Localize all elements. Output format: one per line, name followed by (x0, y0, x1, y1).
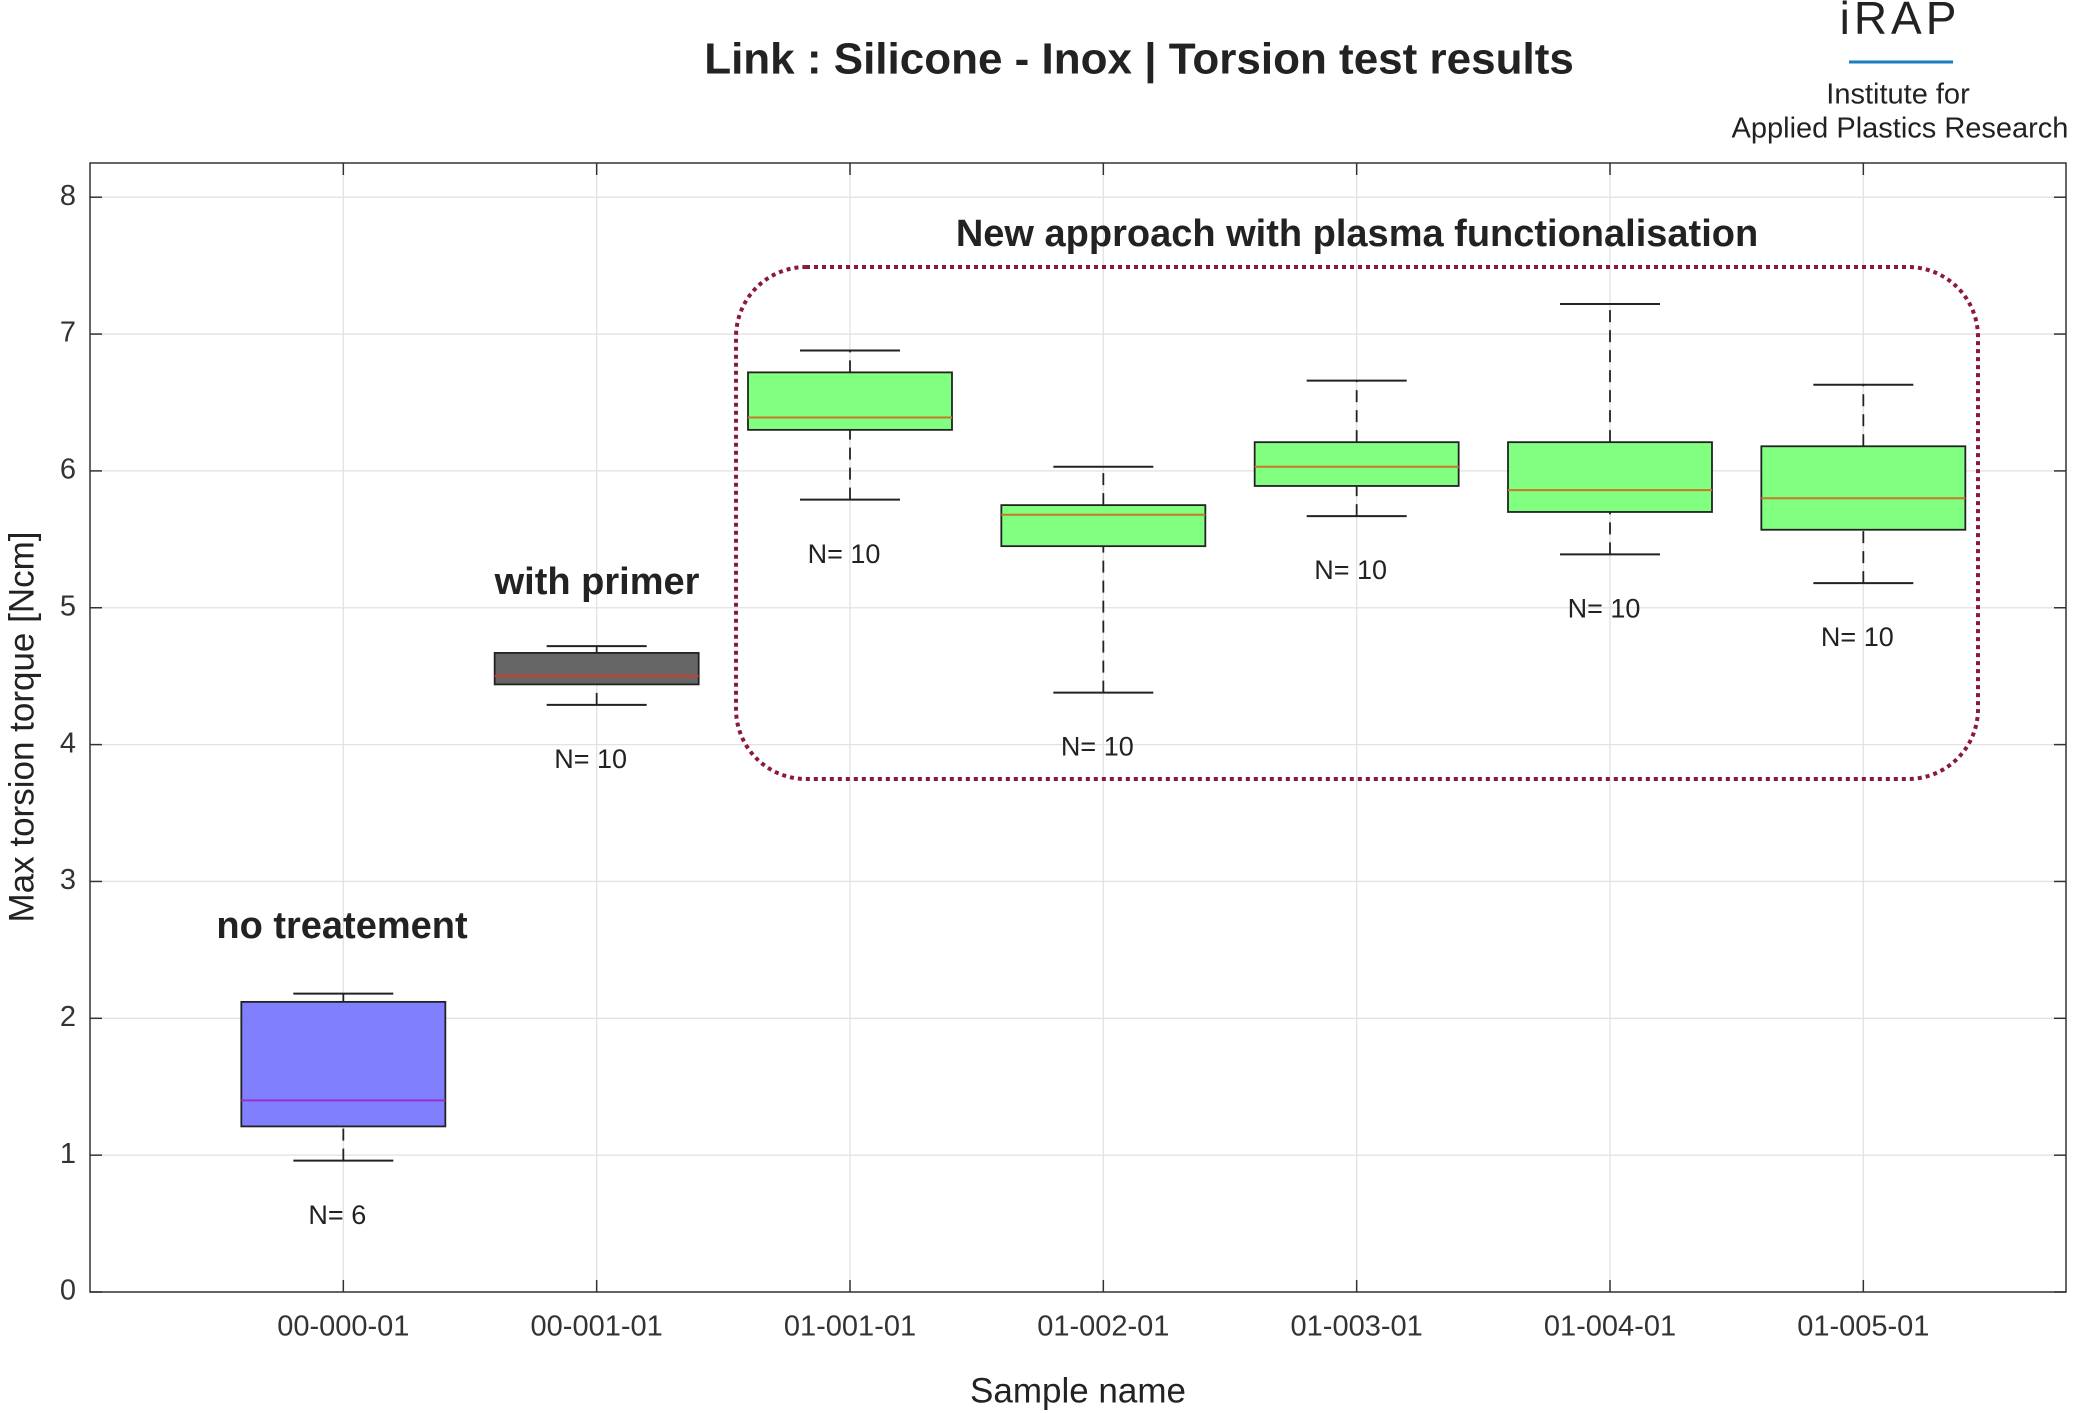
axes-frame (89, 162, 2067, 1293)
box (1253, 441, 1460, 487)
y-tick-label: 8 (60, 180, 76, 212)
count-label: N= 10 (554, 744, 627, 774)
x-tick-label: 00-000-01 (277, 1311, 409, 1343)
count-label: N= 10 (1061, 732, 1134, 762)
annotation: with primer (494, 561, 700, 603)
y-tick-label: 6 (60, 454, 76, 486)
group-outline (734, 265, 1980, 781)
logo-line: Applied Plastics Research (1732, 113, 2069, 145)
x-tick-label: 01-004-01 (1544, 1311, 1676, 1343)
count-label: N= 10 (1314, 555, 1387, 585)
x-tick-label: 00-001-01 (531, 1311, 663, 1343)
y-axis-label: Max torsion torque [Ncm] (2, 532, 41, 923)
y-tick-label: 5 (60, 590, 76, 622)
count-label: N= 10 (808, 539, 881, 569)
y-tick-label: 0 (60, 1275, 76, 1307)
box (747, 371, 953, 431)
count-label: N= 6 (308, 1200, 366, 1230)
count-label: N= 10 (1568, 594, 1641, 624)
annotation: New approach with plasma functionalisati… (956, 213, 1758, 255)
x-axis-label: Sample name (970, 1371, 1186, 1410)
plot-area: 0 1 2 3 4 5 6 7 8 00-000-01 00-001-01 01-001-01 01-0… (60, 162, 2067, 1343)
logo-name: iRAP (1840, 0, 1961, 44)
box (1000, 504, 1207, 548)
box (240, 1000, 447, 1128)
box (1507, 441, 1713, 513)
y-tick-label: 1 (60, 1138, 76, 1170)
y-tick-label: 3 (60, 864, 76, 896)
count-label: N= 10 (1821, 622, 1894, 652)
x-tick-label: 01-005-01 (1797, 1311, 1929, 1343)
box (493, 652, 700, 686)
x-tick-label: 01-002-01 (1037, 1311, 1169, 1343)
annotation: no treatement (216, 905, 468, 947)
x-tick-label: 01-003-01 (1291, 1311, 1423, 1343)
y-tick-label: 7 (60, 317, 76, 349)
y-tick-label: 2 (60, 1001, 76, 1033)
y-tick-label: 4 (60, 727, 76, 759)
logo-line: Institute for (1826, 79, 1970, 111)
box (1760, 445, 1967, 531)
chart-title: Link : Silicone - Inox | Torsion test re… (704, 35, 1574, 85)
x-tick-label: 01-001-01 (784, 1311, 916, 1343)
